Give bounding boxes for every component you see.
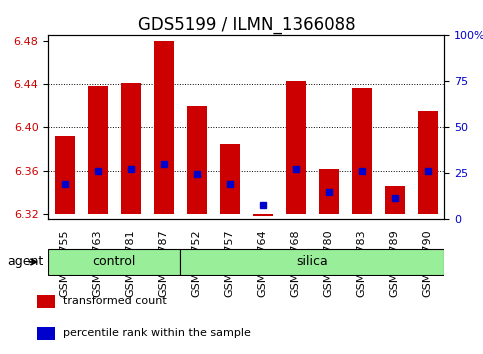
Bar xyxy=(385,186,405,214)
Bar xyxy=(319,169,339,214)
Bar xyxy=(121,83,141,214)
Bar xyxy=(418,111,438,214)
Bar xyxy=(37,327,55,339)
Bar xyxy=(88,86,108,214)
FancyBboxPatch shape xyxy=(180,249,444,275)
Bar xyxy=(253,214,273,216)
Text: percentile rank within the sample: percentile rank within the sample xyxy=(63,328,251,338)
Text: silica: silica xyxy=(297,256,328,268)
Title: GDS5199 / ILMN_1366088: GDS5199 / ILMN_1366088 xyxy=(138,16,355,34)
Text: agent: agent xyxy=(7,256,43,268)
Text: transformed count: transformed count xyxy=(63,296,167,307)
Bar xyxy=(220,144,240,214)
Bar xyxy=(154,41,174,214)
Bar xyxy=(187,106,207,214)
Bar xyxy=(37,295,55,308)
Bar xyxy=(286,81,306,214)
FancyBboxPatch shape xyxy=(48,249,180,275)
Text: control: control xyxy=(93,256,136,268)
Bar xyxy=(352,88,372,214)
Bar xyxy=(55,136,75,214)
